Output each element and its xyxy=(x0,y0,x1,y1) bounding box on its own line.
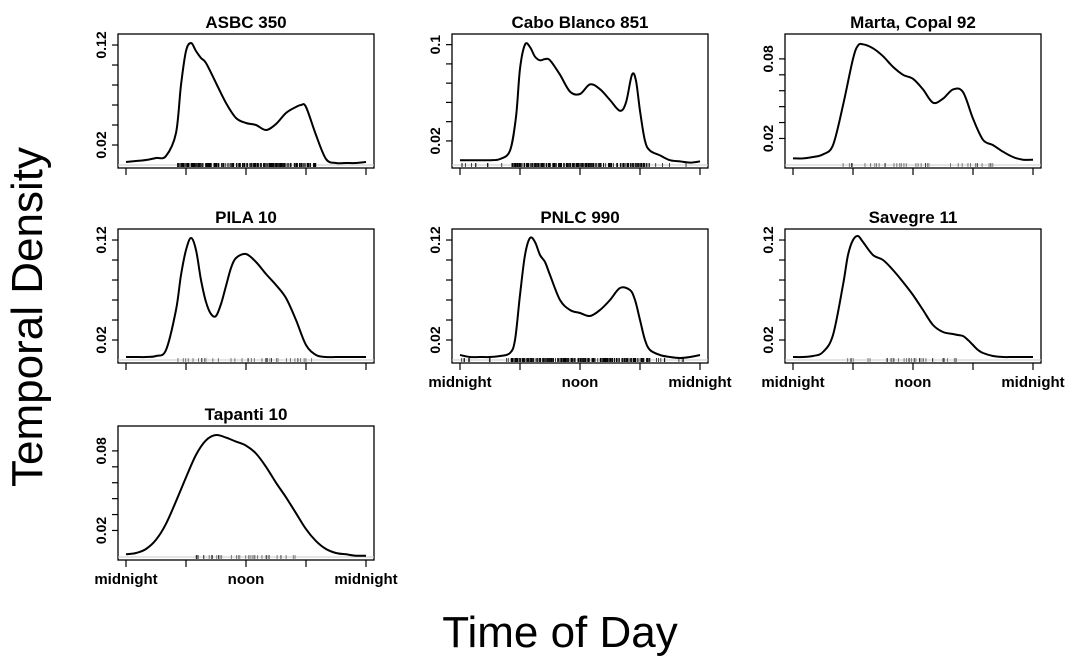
plot-frame xyxy=(117,228,375,364)
y-tick-label: 0.12 xyxy=(93,31,109,58)
plot-frame xyxy=(117,33,375,169)
panel: PNLC 990 0.02 0.12 midnight noon midnight xyxy=(427,208,732,391)
panel-title: PNLC 990 xyxy=(540,208,619,227)
y-tick-label: 0.08 xyxy=(93,437,109,464)
panel-title: Savegre 11 xyxy=(869,208,958,227)
panel-title: ASBC 350 xyxy=(205,13,286,32)
y-tick-label: 0.02 xyxy=(427,326,443,353)
rug-marks xyxy=(177,163,317,167)
panel-title: PILA 10 xyxy=(215,208,277,227)
panel: Cabo Blanco 851 0.02 0.1 xyxy=(427,13,709,175)
x-tick-label: midnight xyxy=(334,571,397,588)
y-tick-label: 0.02 xyxy=(760,326,776,353)
panel: PILA 10 0.02 0.12 xyxy=(93,208,375,370)
density-curve xyxy=(459,236,701,360)
panel: Marta, Copal 92 0.02 0.08 xyxy=(760,13,1042,175)
y-tick-label: 0.08 xyxy=(760,45,776,72)
panel: ASBC 350 0.02 0.12 xyxy=(93,13,375,175)
x-axis-title: Time of Day xyxy=(442,608,678,657)
density-curve xyxy=(792,42,1034,161)
density-curve xyxy=(125,41,367,165)
y-tick-label: 0.12 xyxy=(760,226,776,253)
rug-marks xyxy=(177,358,313,362)
panel: Tapanti 10 0.02 0.08 midnight noon midnight xyxy=(93,405,398,588)
x-tick-label: noon xyxy=(228,571,265,588)
x-tick-label: noon xyxy=(895,374,932,391)
plot-frame xyxy=(784,33,1042,169)
y-axis-title: Temporal Density xyxy=(3,147,52,487)
rug-marks xyxy=(847,358,957,362)
panel-title: Marta, Copal 92 xyxy=(850,13,976,32)
y-tick-label: 0.02 xyxy=(427,127,443,154)
y-tick-label: 0.02 xyxy=(93,517,109,544)
x-tick-label: midnight xyxy=(668,374,731,391)
x-tick-label: midnight xyxy=(1001,374,1064,391)
plot-frame xyxy=(451,33,709,169)
x-tick-label: noon xyxy=(562,374,599,391)
rug-marks xyxy=(461,163,687,167)
panel-grid: ASBC 350 0.02 0.12 Cabo Blanco 851 0.02 0.1 Ma… xyxy=(93,13,1065,588)
y-tick-label: 0.1 xyxy=(427,35,443,55)
y-tick-label: 0.12 xyxy=(427,226,443,253)
rug-marks xyxy=(195,555,296,559)
x-tick-label: midnight xyxy=(428,374,491,391)
y-tick-label: 0.12 xyxy=(93,226,109,253)
plot-frame xyxy=(451,228,709,364)
density-curve xyxy=(125,433,367,557)
panel-title: Cabo Blanco 851 xyxy=(512,13,649,32)
y-tick-label: 0.02 xyxy=(93,131,109,158)
y-tick-label: 0.02 xyxy=(760,125,776,152)
density-curve xyxy=(792,234,1033,359)
y-tick-label: 0.02 xyxy=(93,326,109,353)
rug-marks xyxy=(461,358,684,362)
rug-marks xyxy=(842,163,994,167)
density-curve xyxy=(126,236,366,359)
panel: Savegre 11 0.02 0.12 midnight noon midnight xyxy=(760,208,1065,391)
panel-title: Tapanti 10 xyxy=(205,405,288,424)
density-curve xyxy=(460,42,701,164)
x-tick-label: midnight xyxy=(761,374,824,391)
x-tick-label: midnight xyxy=(94,571,157,588)
